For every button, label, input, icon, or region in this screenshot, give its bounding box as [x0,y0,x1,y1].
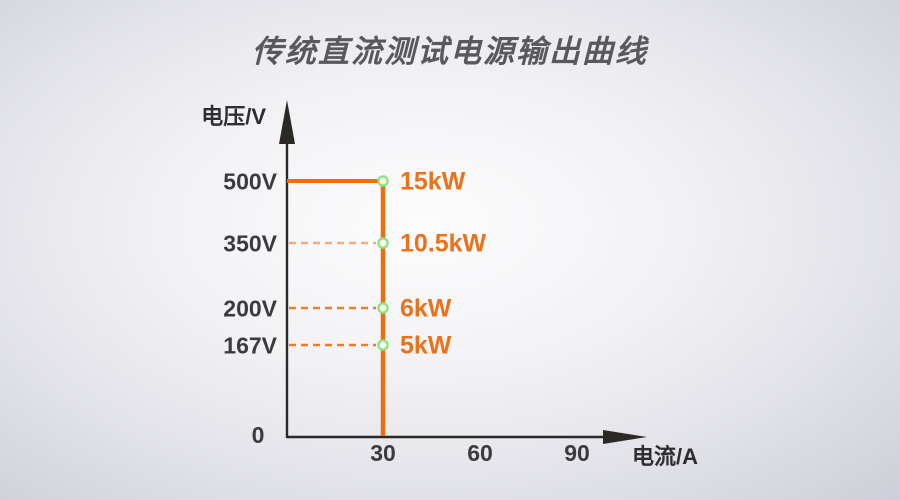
x-tick-label: 90 [564,440,590,466]
data-point-marker [377,302,389,314]
x-axis-arrow-icon [603,430,647,444]
chart-title: 传统直流测试电源输出曲线 [252,34,648,69]
x-tick-label: 60 [467,440,493,466]
data-point-marker [377,339,389,351]
plot-series: 500V 15kW 350V 10.5kW 200V 6kW 167V 5kW 30 60 90 [223,168,590,467]
power-label: 15kW [400,168,466,196]
x-axis-title: 电流/A [632,444,698,469]
y-tick-label: 500V [223,169,277,195]
y-tick-label: 200V [223,296,277,322]
data-point-marker [377,175,389,187]
power-label: 5kW [400,332,452,360]
y-tick-label: 167V [223,333,277,359]
y-axis-arrow-icon [279,100,295,144]
y-tick-label: 350V [223,231,277,257]
power-label: 6kW [400,295,452,323]
power-label: 10.5kW [400,230,487,258]
origin-tick-label: 0 [252,422,265,448]
data-point-marker [377,237,389,249]
y-axis-title: 电压/V [201,104,266,129]
x-tick-label: 30 [370,440,396,466]
